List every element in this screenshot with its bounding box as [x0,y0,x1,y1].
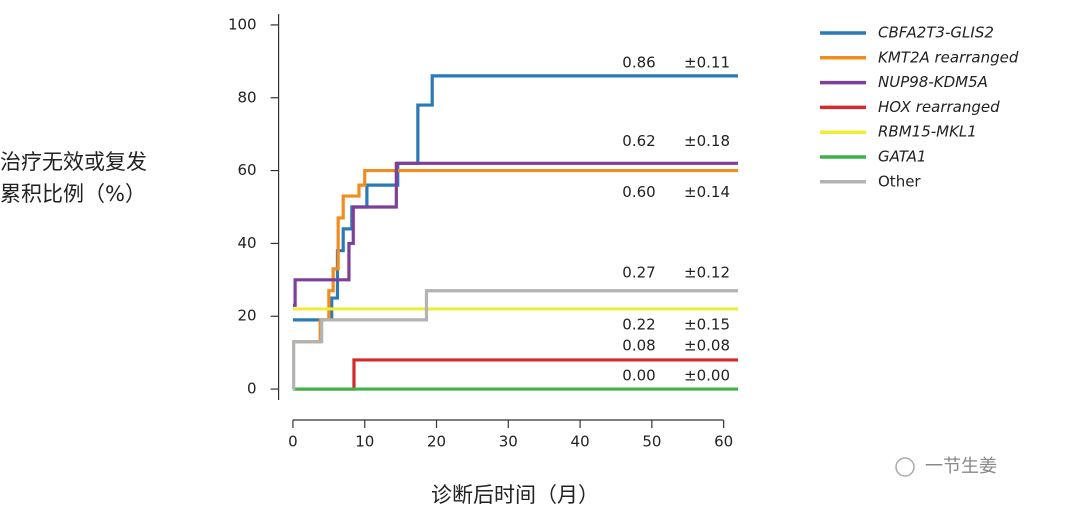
series-line [292,168,738,344]
series-line [292,161,738,307]
legend-label: HOX rearranged [878,98,1000,116]
legend-label: KMT2A rearranged [878,48,1019,66]
legend-label: Other [878,172,921,190]
y-tick-label: 80 [238,88,257,106]
ci-label: ±0.18 [684,132,730,150]
estimate-label: 0.22 [622,315,655,333]
ci-label: ±0.00 [684,367,730,385]
estimate-label: 0.08 [622,336,655,354]
ci-label: ±0.11 [684,53,730,71]
estimate-label: 0.62 [622,132,655,150]
legend-label: NUP98-KDM5A [878,73,988,91]
y-tick-label: 100 [228,15,257,33]
legend-label: GATA1 [878,148,926,166]
legend-label: RBM15-MKL1 [878,123,977,141]
x-tick-label: 50 [642,433,661,451]
ci-label: ±0.14 [684,183,730,201]
y-tick-label: 0 [247,380,257,398]
ci-label: ±0.12 [684,263,730,281]
estimate-label: 0.27 [622,263,655,281]
x-tick-label: 0 [288,433,298,451]
y-tick-label: 20 [238,307,257,325]
ci-label: ±0.08 [684,336,730,354]
x-tick-label: 60 [714,433,733,451]
ci-label: ±0.15 [684,315,730,333]
watermark: 一节生姜 [925,456,997,477]
x-tick-label: 30 [499,433,518,451]
y-tick-label: 40 [238,234,257,252]
x-tick-label: 40 [571,433,590,451]
watermark-icon [895,457,915,477]
x-tick-label: 10 [355,433,374,451]
x-axis-label: 诊断后时间（月） [431,483,599,507]
estimate-label: 0.86 [622,53,655,71]
series-line [292,289,738,391]
series-line [292,358,738,391]
estimate-label: 0.00 [622,367,655,385]
legend-label: CBFA2T3-GLIS2 [878,24,994,42]
x-tick-label: 20 [427,433,446,451]
y-tick-label: 60 [238,161,257,179]
y-axis-label: 累积比例（%） [0,182,146,206]
estimate-label: 0.60 [622,183,655,201]
series-line [292,74,738,322]
y-axis-label: 治疗无效或复发 [0,150,147,174]
